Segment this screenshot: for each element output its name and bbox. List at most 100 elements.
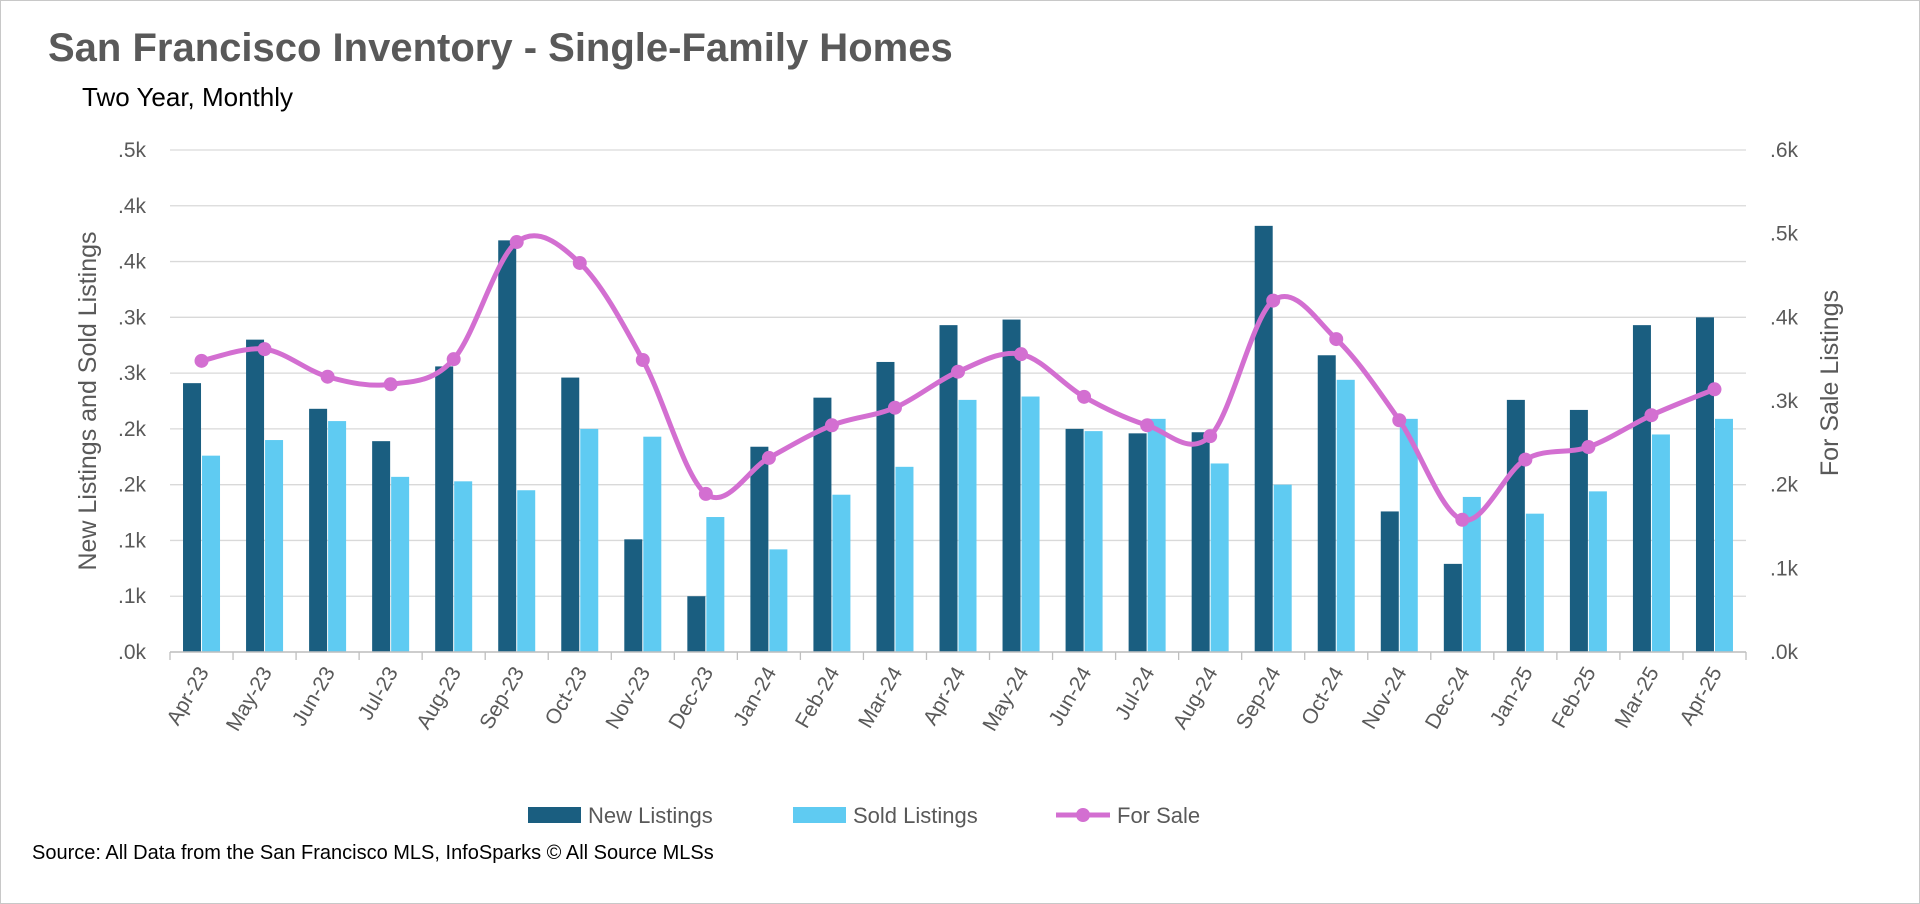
bar-sold-listings: [454, 481, 473, 652]
x-tick-label: Oct-23: [541, 663, 592, 729]
source-note: Source: All Data from the San Francisco …: [32, 842, 714, 864]
x-tick-label: Nov-23: [601, 663, 655, 733]
legend-marker-for-sale: [1076, 808, 1090, 822]
bar-new-listings: [1002, 319, 1021, 652]
left-axis-ticks: .0k .1k .1k .2k .2k .3k .3k .4k .4k .5k: [118, 139, 147, 664]
bar-new-listings: [1443, 563, 1462, 652]
bar-new-listings: [939, 325, 958, 652]
y2-tick-label: .1k: [1770, 557, 1799, 580]
for-sale-point: [509, 235, 524, 250]
bar-new-listings: [687, 596, 706, 652]
legend-label-sold-listings: Sold Listings: [853, 803, 978, 828]
y2-tick-label: .0k: [1770, 641, 1799, 664]
for-sale-point: [446, 352, 461, 367]
bar-sold-listings: [958, 399, 977, 652]
bar-new-listings: [498, 240, 517, 653]
bar-new-listings: [1506, 399, 1525, 652]
for-sale-point: [383, 377, 398, 392]
for-sale-point: [1329, 332, 1344, 347]
bar-sold-listings: [643, 436, 662, 652]
x-tick-label: Nov-24: [1358, 663, 1412, 733]
bar-new-listings: [876, 361, 895, 652]
for-sale-point: [572, 255, 587, 270]
y-tick-label: .4k: [118, 195, 147, 218]
bar-sold-listings: [328, 421, 347, 652]
bar-new-listings: [1380, 511, 1399, 652]
x-tick-label: Apr-24: [919, 663, 971, 729]
y-axis-title: New Listings and Sold Listings: [74, 231, 102, 570]
bar-new-listings: [1632, 325, 1651, 652]
x-tick-label: Jun-23: [288, 663, 340, 730]
bar-sold-listings: [1525, 513, 1544, 652]
bar-new-listings: [309, 408, 328, 652]
legend-swatch-new-listings: [528, 807, 581, 823]
for-sale-point: [320, 369, 335, 384]
bar-new-listings: [561, 377, 580, 652]
bar-new-listings: [1569, 409, 1588, 652]
x-tick-label: Sep-23: [475, 663, 529, 733]
x-tick-label: Jul-24: [1111, 663, 1160, 724]
x-tick-label: Feb-25: [1548, 663, 1601, 732]
y-tick-label: .2k: [118, 474, 147, 497]
for-sale-point: [951, 364, 965, 379]
for-sale-point: [761, 450, 776, 465]
y-tick-label: .3k: [118, 362, 147, 385]
y-tick-label: .4k: [118, 251, 147, 274]
for-sale-point: [1014, 347, 1029, 362]
bar-new-listings: [1317, 355, 1336, 652]
bar-new-listings: [1065, 428, 1084, 652]
line-series: [194, 233, 1722, 527]
bar-sold-listings: [1210, 463, 1229, 652]
y-tick-label: .5k: [118, 139, 147, 162]
bar-new-listings: [1191, 432, 1210, 652]
x-tick-label: May-24: [978, 663, 1033, 735]
bar-sold-listings: [706, 517, 725, 652]
x-tick-label: Dec-24: [1421, 663, 1475, 733]
for-sale-point: [635, 353, 650, 368]
x-tick-label: Mar-24: [854, 663, 907, 732]
bar-new-listings: [435, 366, 454, 652]
bar-sold-listings: [832, 494, 851, 652]
x-tick-label: Aug-24: [1169, 663, 1223, 733]
for-sale-point: [1266, 293, 1281, 308]
chart-subtitle: Two Year, Monthly: [82, 82, 294, 112]
bar-sold-listings: [517, 490, 536, 652]
x-tick-label: Oct-24: [1297, 663, 1349, 729]
x-tick-label: Mar-25: [1611, 663, 1664, 732]
for-sale-point: [1203, 429, 1218, 444]
bar-sold-listings: [391, 476, 410, 652]
x-tick-label: Jul-23: [354, 663, 403, 724]
bar-new-listings: [246, 339, 265, 652]
bar-new-listings: [1254, 225, 1273, 652]
bar-sold-listings: [1336, 379, 1355, 652]
y-tick-label: .1k: [118, 585, 147, 608]
bar-sold-listings: [1588, 491, 1607, 652]
bar-sold-listings: [580, 428, 599, 652]
legend-label-new-listings: New Listings: [588, 803, 713, 828]
for-sale-point: [257, 342, 272, 357]
bar-sold-listings: [769, 549, 788, 652]
for-sale-point: [1581, 440, 1596, 455]
for-sale-point: [698, 486, 713, 501]
bar-new-listings: [1128, 433, 1147, 652]
for-sale-point: [194, 353, 209, 368]
bar-sold-listings: [895, 466, 914, 652]
for-sale-point: [887, 400, 902, 415]
bar-new-listings: [372, 441, 391, 652]
legend-swatch-sold-listings: [793, 807, 846, 823]
for-sale-point: [1455, 512, 1470, 527]
bar-sold-listings: [202, 455, 221, 652]
x-tick-label: Apr-23: [162, 663, 213, 729]
x-tick-label: Jan-25: [1486, 663, 1538, 730]
chart-title: San Francisco Inventory - Single-Family …: [48, 26, 953, 70]
for-sale-point: [1140, 418, 1155, 433]
bar-sold-listings: [1714, 418, 1733, 652]
chart-canvas: .0k .1k .1k .2k .2k .3k .3k .4k .4k .5k .0k .1k .2k…: [74, 139, 1844, 828]
y2-tick-label: .5k: [1770, 223, 1799, 246]
for-sale-point: [1644, 408, 1659, 423]
y-tick-label: .0k: [118, 641, 147, 664]
y2-tick-label: .4k: [1770, 306, 1799, 329]
for-sale-point: [1707, 382, 1722, 397]
x-tick-label: May-23: [222, 663, 277, 735]
legend: New Listings Sold Listings For Sale: [528, 803, 1200, 828]
